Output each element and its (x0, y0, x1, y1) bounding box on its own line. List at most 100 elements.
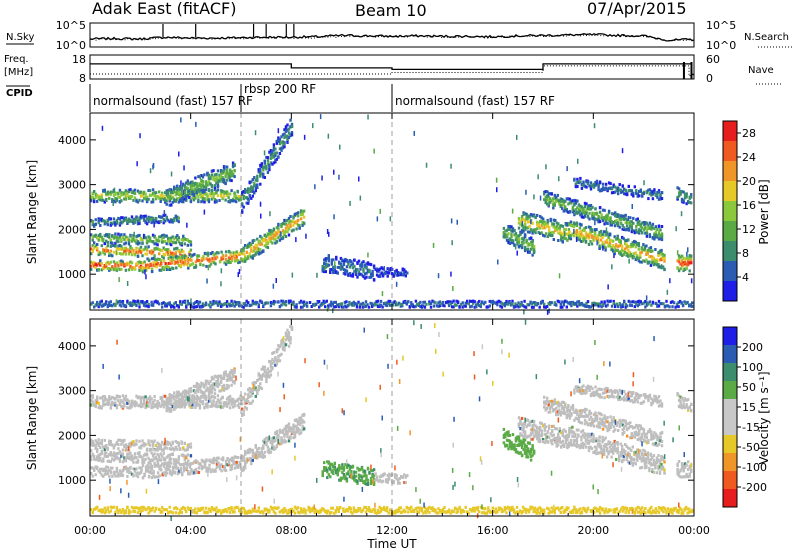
pow-cell (147, 239, 150, 243)
pow-cell (176, 218, 179, 222)
vel-cell (230, 399, 233, 403)
pow-cell (515, 304, 519, 307)
pow-cell (605, 240, 609, 244)
pow-cell (254, 247, 257, 250)
vel-cell (102, 399, 105, 403)
pow-cell (646, 251, 650, 255)
vel-cell (130, 399, 134, 403)
pow-cell (274, 151, 277, 155)
pow-cell (484, 300, 487, 304)
pow-cell (529, 247, 533, 251)
pow-cell (171, 304, 174, 308)
pow-cell (621, 184, 624, 188)
pow-cell (165, 242, 168, 246)
vel-cell (132, 457, 135, 461)
pow-cell (554, 226, 557, 230)
pow-cell (600, 216, 603, 220)
pow-cell (171, 195, 174, 199)
pow-cell (362, 275, 365, 279)
pow-cell (645, 234, 649, 238)
pow-cell (618, 214, 621, 218)
pow-cell (615, 237, 618, 241)
pow-cell (586, 180, 590, 184)
pow-cell (295, 212, 298, 216)
pow-cell (90, 302, 93, 306)
pow-cell (513, 229, 516, 233)
pow-cell (215, 251, 219, 255)
pow-cell (244, 256, 247, 260)
pow-cell (127, 196, 131, 200)
pow-cell (208, 264, 211, 268)
vel-cell (109, 451, 112, 454)
pow-cell (596, 235, 600, 239)
pow-noise (220, 281, 222, 287)
vel-cell (156, 458, 159, 462)
pow-cell (639, 251, 642, 255)
pow-cell (215, 173, 218, 176)
vel-cell (124, 446, 128, 450)
pow-cell (275, 140, 279, 143)
pow-cell (336, 265, 339, 269)
vel-cell (100, 449, 103, 453)
pow-cell (176, 261, 179, 265)
pow-cell (272, 233, 276, 237)
vel-cell (225, 387, 229, 390)
pow-cell (610, 191, 614, 195)
pow-cell (203, 200, 206, 204)
vel-cell (170, 399, 173, 403)
pow-cell (353, 269, 356, 273)
pow-cell (118, 233, 122, 237)
pow-cell (344, 268, 347, 272)
pow-cell (642, 243, 645, 247)
vel-cell (191, 394, 194, 398)
vel-cell (218, 399, 221, 403)
pow-cell (209, 305, 212, 309)
pow-cell (455, 303, 458, 307)
pow-cell (594, 181, 597, 184)
pow-cell (213, 185, 217, 189)
pow-cell (135, 235, 138, 238)
pow-cell (233, 163, 236, 167)
pow-cell (99, 224, 102, 227)
pow-cell (497, 299, 501, 303)
pow-cell (136, 240, 140, 244)
pow-cell (228, 170, 232, 174)
vel-cell (231, 373, 235, 376)
pow-cell (564, 299, 567, 303)
pow-cell (200, 178, 203, 182)
pow-cell (146, 257, 149, 261)
pow-cell (170, 260, 173, 264)
pow-cell (582, 211, 585, 215)
vel-cell (203, 383, 206, 387)
pow-cell (162, 240, 165, 244)
pow-cell (654, 230, 658, 234)
pow-cell (687, 260, 690, 264)
pow-cell (573, 198, 576, 202)
pow-cell (333, 270, 336, 273)
pow-cell (638, 219, 641, 223)
vel-cell (167, 402, 170, 406)
pow-cell (201, 183, 205, 187)
pow-cell (358, 305, 362, 309)
pow-cell (100, 244, 103, 248)
pow-cell (177, 187, 180, 191)
pow-cell (638, 299, 641, 303)
vel-cell (156, 406, 159, 410)
pow-cell (268, 235, 271, 239)
pow-cell (179, 260, 182, 264)
pow-cell (422, 304, 425, 308)
pow-cell (512, 305, 516, 308)
pow-cell (540, 231, 543, 235)
pow-cell (269, 240, 273, 244)
vel-cell (186, 445, 189, 449)
pow-cell (150, 249, 153, 253)
pow-cell (275, 239, 279, 243)
pow-cell (145, 217, 149, 221)
pow-noise (451, 240, 453, 246)
pow-cell (139, 261, 143, 264)
pow-cell (272, 148, 276, 152)
pow-cell (266, 301, 270, 305)
pow-cell (108, 267, 111, 270)
vel-cell (126, 401, 129, 405)
pow-cell (647, 302, 650, 306)
